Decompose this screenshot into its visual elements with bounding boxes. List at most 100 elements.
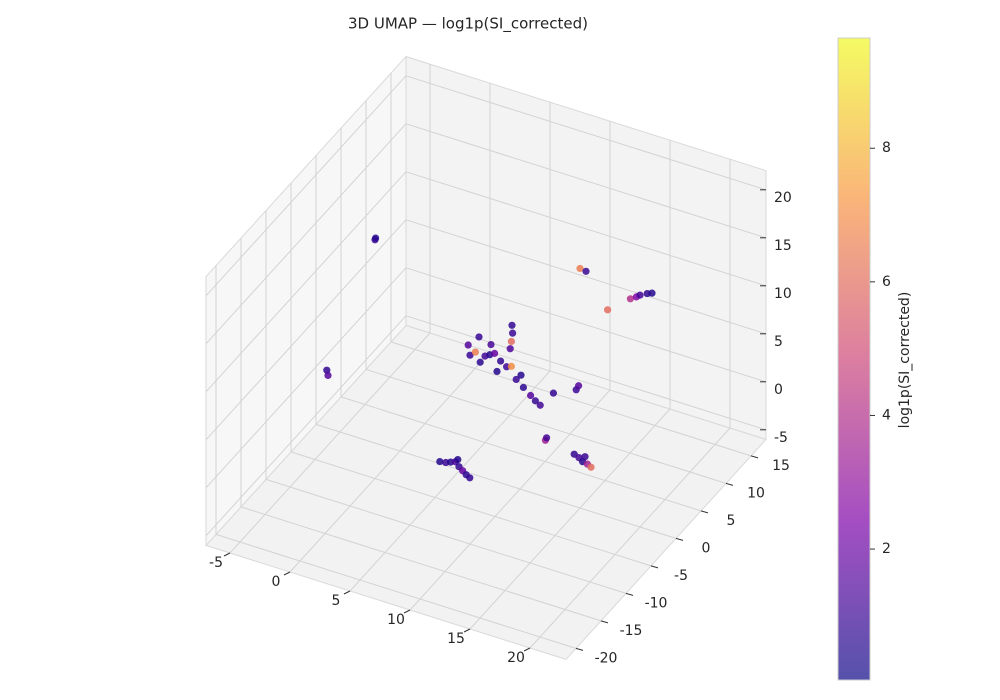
grid-line bbox=[205, 267, 407, 489]
point bbox=[519, 383, 528, 392]
point bbox=[372, 234, 380, 242]
point bbox=[487, 340, 495, 349]
x-tick bbox=[403, 609, 411, 614]
point bbox=[587, 463, 595, 471]
z-tick-label: 15 bbox=[774, 238, 792, 254]
grid-line bbox=[290, 451, 652, 567]
y-tick bbox=[625, 592, 634, 596]
point bbox=[604, 306, 612, 314]
y-tick-label: -5 bbox=[674, 568, 688, 584]
x-tick-label: 15 bbox=[447, 631, 465, 647]
point bbox=[466, 474, 474, 482]
y-tick bbox=[700, 510, 709, 514]
point bbox=[508, 321, 516, 329]
z-tick-label: -5 bbox=[774, 430, 788, 446]
y-tick-label: -20 bbox=[595, 650, 618, 666]
grid-line bbox=[409, 389, 611, 611]
point bbox=[454, 456, 462, 464]
point bbox=[493, 367, 501, 376]
point bbox=[575, 382, 583, 390]
y-tick bbox=[575, 647, 584, 651]
grid-line bbox=[205, 171, 407, 393]
point bbox=[543, 434, 551, 442]
grid-line bbox=[205, 219, 407, 441]
grid-line bbox=[215, 533, 577, 649]
point bbox=[466, 351, 474, 359]
y-tick-label: -10 bbox=[645, 595, 668, 611]
grid-line bbox=[205, 75, 407, 297]
y-tick bbox=[675, 537, 684, 541]
grid-line bbox=[405, 267, 767, 383]
grid-line bbox=[265, 478, 627, 594]
point bbox=[648, 289, 656, 297]
y-tick bbox=[650, 565, 659, 569]
point bbox=[471, 348, 479, 356]
grid-line bbox=[340, 396, 702, 512]
x-tick bbox=[283, 571, 291, 576]
y-tick-label: -15 bbox=[620, 623, 643, 639]
point bbox=[576, 264, 584, 273]
y-tick-label: 0 bbox=[702, 540, 711, 556]
point bbox=[497, 357, 505, 365]
y-tick bbox=[600, 620, 609, 624]
x-tick bbox=[523, 647, 531, 652]
colorbar-tick-label: 8 bbox=[882, 140, 891, 156]
grid-line bbox=[229, 332, 431, 554]
grid-line bbox=[349, 370, 551, 592]
x-tick bbox=[463, 628, 471, 633]
grid-line bbox=[529, 427, 731, 649]
x-tick bbox=[223, 552, 231, 557]
point bbox=[581, 453, 589, 461]
grid-line bbox=[315, 423, 677, 539]
grid-line bbox=[405, 75, 767, 191]
z-tick-label: 10 bbox=[774, 286, 792, 302]
chart-title: 3D UMAP — log1p(SI_corrected) bbox=[348, 15, 588, 34]
point bbox=[475, 333, 483, 341]
point bbox=[582, 267, 590, 275]
grid-line bbox=[205, 123, 407, 345]
point bbox=[464, 341, 472, 349]
points bbox=[323, 234, 656, 482]
z-tick-label: 0 bbox=[774, 382, 783, 398]
y-tick-label: 15 bbox=[772, 458, 790, 474]
point bbox=[636, 291, 644, 299]
colorbar-label: log1p(SI_corrected) bbox=[897, 292, 913, 429]
colorbar-tick-label: 2 bbox=[882, 541, 891, 557]
point bbox=[508, 329, 517, 337]
z-tick-label: 20 bbox=[774, 190, 792, 206]
x-tick-label: 0 bbox=[272, 574, 281, 590]
grid-line bbox=[405, 123, 767, 239]
y-tick bbox=[725, 482, 734, 486]
point bbox=[531, 397, 540, 405]
grid-line bbox=[390, 341, 752, 457]
point bbox=[536, 401, 544, 409]
point bbox=[517, 371, 525, 379]
point bbox=[512, 375, 520, 384]
point bbox=[549, 389, 558, 397]
grid-line bbox=[240, 506, 602, 622]
y-tick bbox=[750, 455, 759, 459]
grid-line bbox=[405, 315, 767, 431]
grid-line bbox=[365, 368, 727, 484]
colorbar-tick-label: 4 bbox=[882, 407, 891, 423]
point bbox=[507, 362, 515, 370]
x-tick-label: 5 bbox=[332, 593, 341, 609]
grid-line bbox=[469, 408, 671, 630]
y-tick-label: 5 bbox=[727, 513, 736, 529]
z-tick-label: 5 bbox=[774, 334, 783, 350]
colorbar-tick-label: 6 bbox=[882, 274, 891, 290]
grid-line bbox=[289, 351, 491, 573]
axes-panes bbox=[205, 55, 767, 660]
point bbox=[491, 349, 499, 357]
point bbox=[507, 337, 515, 346]
point bbox=[476, 358, 484, 366]
x-tick bbox=[343, 590, 351, 595]
x-tick-label: 20 bbox=[507, 650, 525, 666]
x-tick-label: 10 bbox=[387, 612, 405, 628]
colorbar bbox=[837, 37, 871, 681]
point bbox=[527, 391, 535, 400]
point bbox=[626, 295, 635, 303]
grid-line bbox=[405, 171, 767, 287]
point bbox=[506, 345, 514, 353]
